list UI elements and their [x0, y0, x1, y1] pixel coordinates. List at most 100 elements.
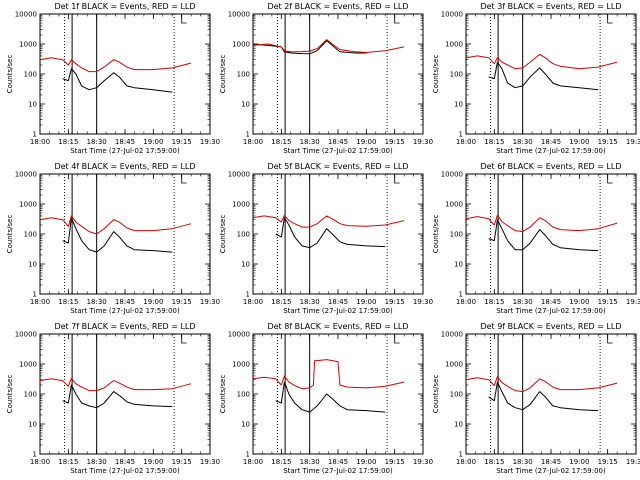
x-tick-label: 19:30 — [626, 138, 640, 146]
events-series-line — [62, 68, 173, 93]
x-tick-label: 18:00 — [30, 138, 50, 146]
panel-title: Det 5f BLACK = Events, RED = LLD — [267, 162, 408, 171]
y-tick-label: 1000 — [19, 361, 37, 369]
lld-series-line — [252, 359, 405, 390]
time-marker — [181, 174, 187, 184]
x-tick-label: 19:30 — [626, 298, 640, 306]
y-tick-label: 10 — [454, 261, 463, 269]
x-tick-label: 18:15 — [484, 298, 504, 306]
x-tick-label: 18:00 — [456, 298, 476, 306]
y-tick-label: 1000 — [232, 41, 250, 49]
panel-title: Det 1f BLACK = Events, RED = LLD — [54, 2, 195, 11]
x-axis-label: Start Time (27-Jul-02 17:59:00) — [70, 467, 180, 475]
x-tick-label: 19:30 — [413, 298, 433, 306]
x-tick-label: 18:45 — [541, 298, 561, 306]
x-tick-label: 19:00 — [569, 138, 589, 146]
x-tick-label: 19:15 — [172, 298, 192, 306]
x-tick-label: 18:30 — [300, 138, 320, 146]
y-tick-label: 10 — [454, 101, 463, 109]
y-tick-label: 100 — [237, 391, 250, 399]
plot-frame — [465, 13, 637, 135]
y-tick-label: 100 — [237, 71, 250, 79]
y-axis-label: Counts/sec — [432, 375, 440, 414]
y-tick-label: 10000 — [441, 331, 463, 339]
x-tick-label: 18:45 — [328, 298, 348, 306]
x-tick-label: 18:00 — [30, 458, 50, 466]
time-marker — [394, 334, 400, 344]
y-axis-label: Counts/sec — [432, 55, 440, 94]
chart-panel-4: Det 4f BLACK = Events, RED = LLD 1 10 100 10… — [6, 162, 220, 315]
time-marker — [181, 14, 187, 24]
chart-panel-8: Det 8f BLACK = Events, RED = LLD 1 10 100 10… — [219, 322, 433, 475]
x-tick-label: 18:45 — [115, 298, 135, 306]
plot-frame — [252, 333, 424, 455]
y-tick-label: 1 — [33, 451, 37, 459]
events-series-line — [62, 384, 173, 409]
y-tick-label: 10 — [28, 261, 37, 269]
y-tick-label: 100 — [450, 71, 463, 79]
y-tick-label: 10000 — [228, 331, 250, 339]
x-axis-label: Start Time (27-Jul-02 17:59:00) — [70, 307, 180, 315]
x-tick-label: 19:00 — [143, 458, 163, 466]
y-tick-label: 1000 — [19, 201, 37, 209]
x-tick-label: 19:00 — [569, 298, 589, 306]
y-tick-label: 10 — [241, 421, 250, 429]
y-axis-label: Counts/sec — [432, 215, 440, 254]
y-tick-label: 100 — [24, 391, 37, 399]
y-tick-label: 10 — [241, 261, 250, 269]
x-tick-label: 19:30 — [626, 458, 640, 466]
x-tick-label: 19:00 — [356, 298, 376, 306]
x-tick-label: 18:15 — [58, 138, 78, 146]
lld-series-line — [39, 215, 192, 235]
y-tick-label: 1 — [33, 291, 37, 299]
x-tick-label: 18:45 — [328, 138, 348, 146]
y-tick-label: 10000 — [228, 171, 250, 179]
y-tick-label: 100 — [237, 231, 250, 239]
plot-frame — [252, 13, 424, 135]
x-tick-label: 18:15 — [484, 138, 504, 146]
events-series-line — [488, 381, 599, 412]
y-axis-label: Counts/sec — [219, 55, 227, 94]
x-tick-label: 18:30 — [300, 298, 320, 306]
y-axis-label: Counts/sec — [6, 375, 14, 414]
y-tick-label: 1 — [33, 131, 37, 139]
x-tick-label: 18:15 — [271, 298, 291, 306]
chart-panel-3: Det 3f BLACK = Events, RED = LLD 1 10 100 10… — [432, 2, 640, 155]
x-tick-label: 19:30 — [413, 458, 433, 466]
x-tick-label: 18:30 — [87, 138, 107, 146]
y-axis-label: Counts/sec — [219, 215, 227, 254]
time-marker — [607, 334, 613, 344]
y-tick-label: 100 — [450, 231, 463, 239]
events-series-line — [62, 217, 173, 253]
y-tick-label: 1000 — [445, 201, 463, 209]
y-tick-label: 100 — [450, 391, 463, 399]
chart-panel-6: Det 6f BLACK = Events, RED = LLD 1 10 100 10… — [432, 162, 640, 315]
x-tick-label: 18:15 — [58, 458, 78, 466]
x-tick-label: 18:45 — [328, 458, 348, 466]
y-tick-label: 1 — [246, 291, 250, 299]
x-tick-label: 18:30 — [513, 298, 533, 306]
x-tick-label: 19:15 — [598, 138, 618, 146]
x-axis-label: Start Time (27-Jul-02 17:59:00) — [496, 307, 606, 315]
y-tick-label: 10000 — [228, 11, 250, 19]
plot-frame — [39, 173, 211, 295]
chart-panel-5: Det 5f BLACK = Events, RED = LLD 1 10 100 10… — [219, 162, 433, 315]
y-tick-label: 1000 — [445, 361, 463, 369]
plot-frame — [252, 173, 424, 295]
lld-series-line — [252, 39, 405, 53]
panel-title: Det 4f BLACK = Events, RED = LLD — [54, 162, 195, 171]
x-tick-label: 18:00 — [456, 458, 476, 466]
x-axis-label: Start Time (27-Jul-02 17:59:00) — [283, 467, 393, 475]
chart-panel-2: Det 2f BLACK = Events, RED = LLD 1 10 100 10… — [219, 2, 433, 155]
events-series-line — [488, 219, 599, 252]
x-tick-label: 18:45 — [541, 458, 561, 466]
panel-title: Det 6f BLACK = Events, RED = LLD — [480, 162, 621, 171]
y-tick-label: 10000 — [15, 171, 37, 179]
y-tick-label: 100 — [24, 231, 37, 239]
chart-panel-7: Det 7f BLACK = Events, RED = LLD 1 10 100 10… — [6, 322, 220, 475]
lld-series-line — [39, 377, 192, 392]
y-tick-label: 10000 — [15, 331, 37, 339]
plot-frame — [39, 333, 211, 455]
x-tick-label: 18:15 — [58, 298, 78, 306]
